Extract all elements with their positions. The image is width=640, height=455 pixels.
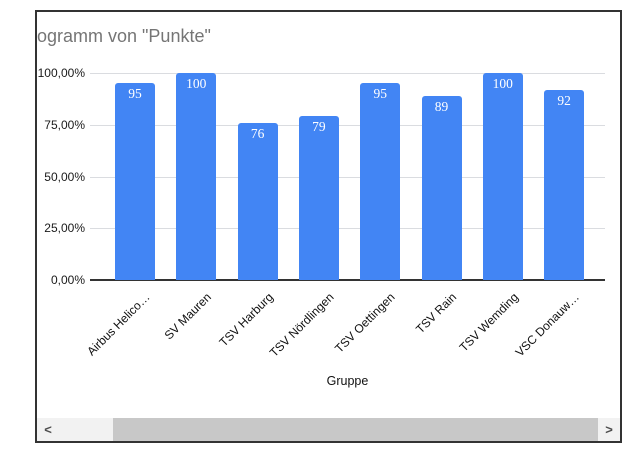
bar[interactable]: 100 <box>176 73 217 280</box>
gridline <box>90 176 605 178</box>
x-tick-label: SV Mauren <box>161 290 215 343</box>
y-tick-label: 100,00% <box>37 66 85 80</box>
bar-value-label: 92 <box>557 92 571 108</box>
bar[interactable]: 95 <box>360 83 401 280</box>
scrollbar-thumb[interactable] <box>113 418 602 441</box>
bar-value-label: 95 <box>373 86 387 102</box>
y-tick-label: 75,00% <box>44 117 85 132</box>
bar-value-label: 100 <box>492 76 513 91</box>
bar-value-label: 89 <box>434 98 449 114</box>
bar[interactable]: 79 <box>298 116 339 280</box>
bar[interactable]: 100 <box>482 73 523 280</box>
x-tick-label: TSV Oettingen <box>332 290 399 356</box>
gridline <box>90 73 605 74</box>
gridline <box>90 124 605 126</box>
x-tick-label: Airbus Helico… <box>84 290 153 359</box>
x-tick-label: TSV Harburg <box>216 290 276 350</box>
x-tick-label: TSV Nördlingen <box>267 290 337 360</box>
bar[interactable]: 76 <box>237 122 278 280</box>
bar-value-label: 100 <box>186 76 207 91</box>
chart-canvas: ogramm von "Punkte" 100,00% 75,00% 50,00% 2… <box>37 12 620 441</box>
y-tick-label: 50,00% <box>44 169 85 184</box>
scroll-left-button[interactable]: < <box>37 418 59 441</box>
gridline <box>90 228 605 230</box>
x-tick-label: TSV Wemding <box>456 290 521 355</box>
plot-area: 100,00% 75,00% 50,00% 25,00% 0,00% 95 Airbus H… <box>37 12 620 412</box>
scroll-right-button[interactable]: > <box>598 418 620 441</box>
chart-frame: ogramm von "Punkte" 100,00% 75,00% 50,00% 2… <box>35 10 622 443</box>
y-tick-label: 25,00% <box>44 221 85 236</box>
x-axis-line <box>90 279 605 281</box>
bar-value-label: 95 <box>128 86 142 102</box>
chart-title: ogramm von "Punkte" <box>37 26 211 46</box>
bar[interactable]: 95 <box>115 83 155 280</box>
x-tick-label: VSC Donauw… <box>512 290 583 360</box>
bar-value-label: 79 <box>312 119 326 135</box>
x-tick-label: TSV Rain <box>413 290 460 337</box>
y-tick-label: 0,00% <box>50 273 85 287</box>
bar[interactable]: 92 <box>544 89 585 280</box>
bar[interactable]: 89 <box>421 95 462 280</box>
x-axis-title: Gruppe <box>326 374 369 388</box>
bar-value-label: 76 <box>250 125 265 141</box>
horizontal-scrollbar[interactable]: < > <box>37 418 620 441</box>
